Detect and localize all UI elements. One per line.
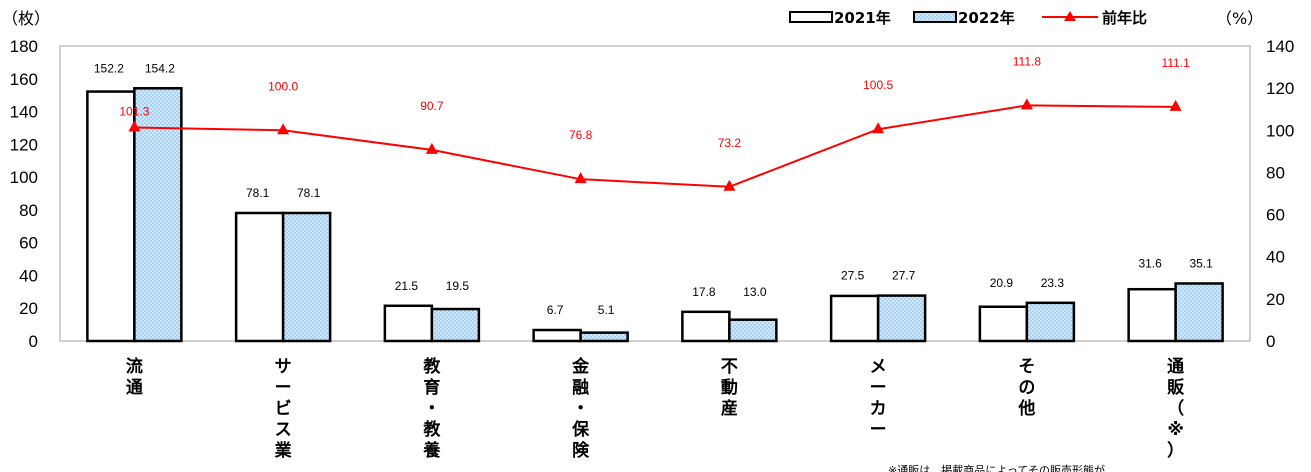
legend-label-2022: 2022年 [958, 9, 1015, 27]
bar-labels: 152.2 154.2 78.1 78.1 21.5 19.5 6.7 5.1 17.8 13.0… [94, 61, 1213, 317]
right-tick-label: 100 [1266, 121, 1294, 140]
left-tick-label: 40 [19, 266, 38, 285]
legend-swatch-2021 [789, 11, 833, 23]
bar-2022 [728, 318, 778, 343]
left-tick-label: 20 [19, 299, 38, 318]
bar-label-2022: 23.3 [1041, 276, 1065, 290]
bar-label-2021: 31.6 [1138, 256, 1162, 270]
legend-label-ratio: 前年比 [1102, 9, 1147, 27]
ratio-label: 73.2 [718, 136, 742, 150]
bar-label-2021: 20.9 [990, 276, 1014, 290]
ratio-marker [425, 142, 438, 154]
bar-label-2021: 21.5 [395, 279, 419, 293]
ratio-marker [723, 179, 736, 191]
bar-label-2022: 5.1 [598, 303, 615, 317]
ratio-marker [277, 123, 290, 135]
right-axis-ticks: 0 20 40 60 80 100 120 140 [1266, 37, 1294, 351]
ratio-marker [872, 122, 885, 134]
left-axis-unit: （枚） [2, 9, 50, 28]
bar-2022 [1025, 301, 1076, 343]
bar-label-2022: 154.2 [145, 61, 175, 75]
left-tick-label: 180 [10, 37, 38, 56]
left-tick-label: 60 [19, 234, 38, 253]
ratio-label: 100.5 [863, 78, 893, 92]
ratio-marker [128, 120, 141, 132]
left-tick-label: 0 [29, 332, 38, 351]
bar-label-2022: 35.1 [1189, 256, 1213, 270]
left-tick-label: 160 [10, 70, 38, 89]
ratio-polyline [134, 104, 1176, 188]
footnote: ※通販は、掲載商品によってその販売形態が [888, 463, 1105, 472]
left-tick-label: 80 [19, 201, 38, 220]
category-label: メーカー [870, 357, 887, 440]
right-tick-label: 60 [1266, 206, 1285, 225]
category-label: 不動産 [721, 357, 738, 419]
legend-label-2021: 2021年 [834, 9, 891, 27]
legend: 2021年 2022年 前年比 [789, 9, 1147, 27]
ratio-label: 100.0 [268, 79, 298, 93]
bar-2021 [86, 90, 136, 343]
right-axis-unit: （%） [1216, 9, 1263, 28]
bar-label-2021: 152.2 [94, 61, 124, 75]
bar-label-2021: 27.5 [841, 269, 865, 283]
left-axis-ticks: 0 20 40 60 80 100 120 140 160 180 [10, 37, 38, 351]
bar-2021 [978, 305, 1029, 343]
category-label: 教育・教養 [422, 356, 441, 461]
ratio-label: 101.3 [119, 105, 149, 119]
ratio-label: 90.7 [420, 99, 444, 113]
bar-2021 [383, 304, 434, 343]
bar-label-2021: 78.1 [246, 186, 270, 200]
right-tick-label: 120 [1266, 79, 1294, 98]
category-label: 通販（※） [1167, 357, 1185, 461]
bar-2021 [1127, 287, 1177, 343]
bar-2022 [430, 307, 481, 343]
bar-2021 [681, 310, 731, 343]
ratio-label: 76.8 [569, 128, 593, 142]
bar-2022 [876, 294, 927, 343]
bar-label-2022: 19.5 [446, 279, 470, 293]
bars [86, 87, 1224, 343]
ratio-label: 111.8 [1013, 54, 1042, 68]
ratio-marker [574, 172, 587, 184]
ratio-marker [1020, 98, 1033, 110]
bar-label-2022: 13.0 [743, 285, 767, 299]
right-tick-label: 140 [1266, 37, 1294, 56]
left-tick-label: 140 [10, 103, 38, 122]
right-tick-label: 40 [1266, 248, 1285, 267]
bar-2021 [532, 328, 582, 343]
right-tick-label: 0 [1266, 332, 1275, 351]
category-label: サービス業 [275, 357, 292, 461]
bar-2022 [133, 87, 183, 343]
bar-2021 [234, 211, 285, 343]
right-tick-label: 80 [1266, 163, 1285, 182]
plot-area [59, 45, 1251, 342]
bar-2022 [281, 211, 332, 343]
category-labels: 流通 サービス業 教育・教養 金融・保険 不動産 メーカー その他 通販（※） [126, 356, 1185, 461]
ratio-line: 101.3 100.0 90.7 76.8 73.2 100.5 111.8 111.1 [119, 54, 1191, 191]
right-tick-label: 20 [1266, 290, 1285, 309]
bar-2021 [829, 294, 880, 343]
category-label: 金融・保険 [571, 356, 590, 461]
legend-swatch-2022 [913, 11, 957, 23]
ratio-marker [1169, 99, 1182, 111]
bar-label-2022: 78.1 [297, 186, 321, 200]
left-tick-label: 120 [10, 135, 38, 154]
bar-label-2022: 27.7 [892, 269, 916, 283]
bar-2022 [579, 331, 629, 343]
bar-2022 [1174, 282, 1224, 343]
bar-label-2021: 17.8 [692, 285, 716, 299]
legend-marker [1064, 11, 1076, 21]
ratio-label: 111.1 [1162, 56, 1191, 70]
category-label: その他 [1017, 357, 1035, 419]
bar-label-2021: 6.7 [547, 303, 564, 317]
category-label: 流通 [126, 356, 143, 398]
left-tick-label: 100 [10, 168, 38, 187]
